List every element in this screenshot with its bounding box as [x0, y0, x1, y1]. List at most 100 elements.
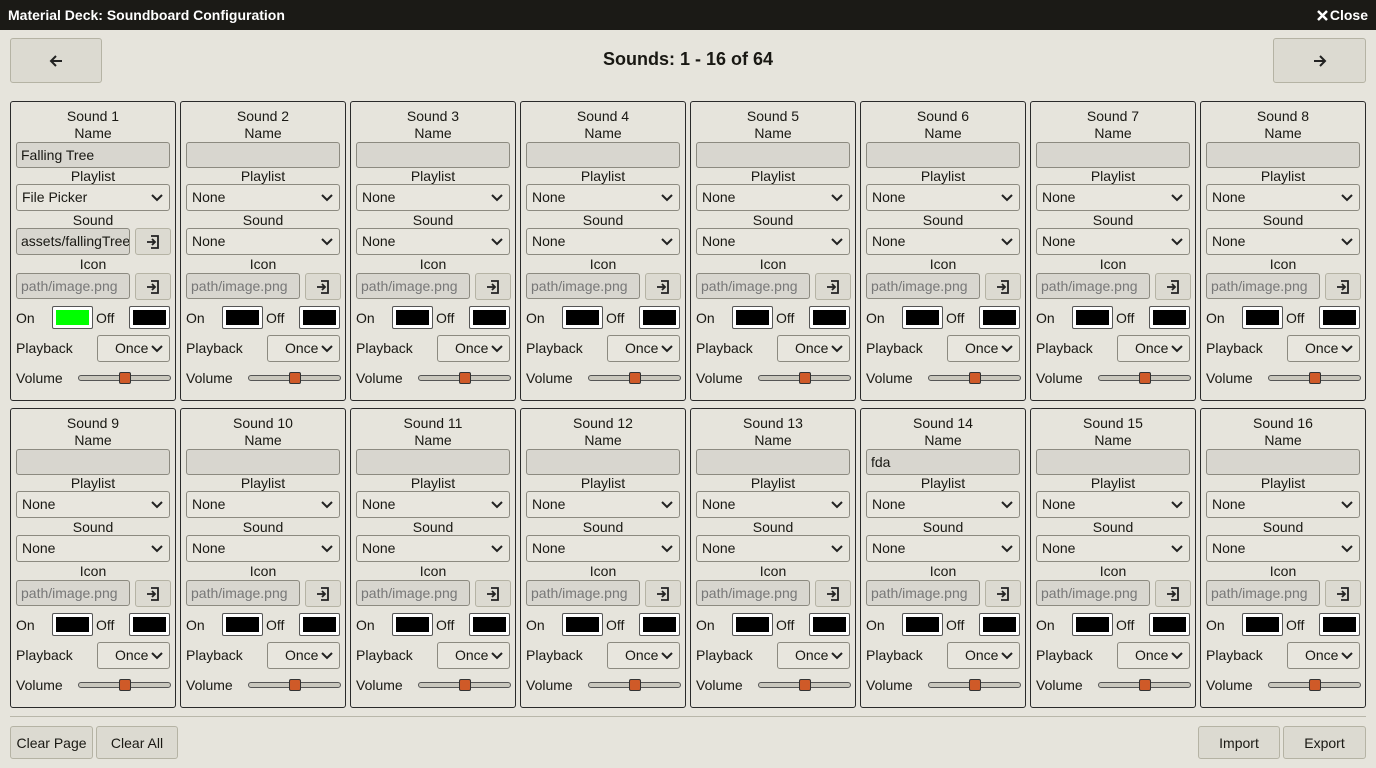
on-color[interactable] — [52, 613, 93, 636]
off-color[interactable] — [809, 613, 850, 636]
on-color[interactable] — [222, 306, 263, 329]
file-picker-button[interactable] — [815, 580, 851, 607]
file-picker-button[interactable] — [135, 273, 171, 300]
on-color[interactable] — [392, 613, 433, 636]
volume-knob[interactable] — [798, 679, 811, 691]
on-color[interactable] — [732, 613, 773, 636]
file-picker-button[interactable] — [135, 580, 171, 607]
name-input[interactable] — [526, 449, 680, 475]
icon-input[interactable]: path/image.png — [866, 273, 980, 299]
icon-input[interactable]: path/image.png — [186, 580, 300, 606]
icon-input[interactable]: path/image.png — [186, 273, 300, 299]
volume-track[interactable] — [928, 682, 1021, 688]
volume-knob[interactable] — [288, 679, 301, 691]
off-color[interactable] — [1149, 613, 1190, 636]
icon-input[interactable]: path/image.png — [696, 273, 810, 299]
volume-track[interactable] — [1098, 682, 1191, 688]
playback-select[interactable]: Once — [437, 642, 510, 669]
file-picker-button[interactable] — [135, 228, 171, 255]
name-input[interactable] — [696, 449, 850, 475]
volume-track[interactable] — [1268, 682, 1361, 688]
off-color[interactable] — [299, 613, 340, 636]
volume-track[interactable] — [588, 682, 681, 688]
icon-input[interactable]: path/image.png — [866, 580, 980, 606]
playlist-select[interactable]: None — [866, 491, 1020, 518]
sound-select[interactable]: None — [356, 228, 510, 255]
file-picker-button[interactable] — [305, 273, 341, 300]
off-color[interactable] — [639, 613, 680, 636]
file-picker-button[interactable] — [1325, 273, 1361, 300]
file-picker-button[interactable] — [985, 580, 1021, 607]
volume-knob[interactable] — [288, 372, 301, 384]
name-input[interactable] — [866, 142, 1020, 168]
off-color[interactable] — [809, 306, 850, 329]
volume-track[interactable] — [418, 682, 511, 688]
off-color[interactable] — [979, 306, 1020, 329]
sound-select[interactable]: None — [186, 228, 340, 255]
sound-select[interactable]: None — [1036, 535, 1190, 562]
on-color[interactable] — [222, 613, 263, 636]
sound-select[interactable]: None — [866, 535, 1020, 562]
sound-select[interactable]: None — [1206, 535, 1360, 562]
playlist-select[interactable]: None — [16, 491, 170, 518]
icon-input[interactable]: path/image.png — [16, 580, 130, 606]
on-color[interactable] — [1242, 306, 1283, 329]
sound-select[interactable]: None — [356, 535, 510, 562]
playback-select[interactable]: Once — [607, 335, 680, 362]
volume-knob[interactable] — [458, 372, 471, 384]
playback-select[interactable]: Once — [97, 642, 170, 669]
name-input[interactable] — [356, 449, 510, 475]
volume-track[interactable] — [1098, 375, 1191, 381]
playback-select[interactable]: Once — [97, 335, 170, 362]
name-input[interactable] — [1206, 449, 1360, 475]
sound-select[interactable]: None — [1206, 228, 1360, 255]
playback-select[interactable]: Once — [267, 642, 340, 669]
name-input[interactable] — [1036, 449, 1190, 475]
name-input[interactable] — [1036, 142, 1190, 168]
name-input[interactable] — [696, 142, 850, 168]
name-input[interactable] — [1206, 142, 1360, 168]
volume-track[interactable] — [248, 682, 341, 688]
playlist-select[interactable]: File Picker — [16, 184, 170, 211]
prev-button[interactable] — [10, 38, 102, 83]
off-color[interactable] — [129, 613, 170, 636]
file-picker-button[interactable] — [475, 273, 511, 300]
icon-input[interactable]: path/image.png — [1036, 580, 1150, 606]
sound-select[interactable]: None — [696, 535, 850, 562]
playlist-select[interactable]: None — [1206, 184, 1360, 211]
playback-select[interactable]: Once — [607, 642, 680, 669]
icon-input[interactable]: path/image.png — [1206, 580, 1320, 606]
sound-select[interactable]: None — [866, 228, 1020, 255]
playback-select[interactable]: Once — [1117, 335, 1190, 362]
on-color[interactable] — [562, 306, 603, 329]
file-picker-button[interactable] — [1155, 273, 1191, 300]
sound-select[interactable]: None — [696, 228, 850, 255]
clear-all-button[interactable]: Clear All — [96, 726, 178, 759]
volume-knob[interactable] — [1138, 679, 1151, 691]
sound-select[interactable]: None — [526, 228, 680, 255]
playlist-select[interactable]: None — [526, 491, 680, 518]
volume-knob[interactable] — [118, 679, 131, 691]
volume-knob[interactable] — [628, 679, 641, 691]
playlist-select[interactable]: None — [356, 184, 510, 211]
volume-track[interactable] — [418, 375, 511, 381]
close-button[interactable]: Close — [1316, 7, 1368, 23]
volume-track[interactable] — [78, 682, 171, 688]
volume-knob[interactable] — [798, 372, 811, 384]
off-color[interactable] — [639, 306, 680, 329]
export-button[interactable]: Export — [1283, 726, 1366, 759]
off-color[interactable] — [1149, 306, 1190, 329]
name-input[interactable] — [526, 142, 680, 168]
playback-select[interactable]: Once — [777, 642, 850, 669]
playback-select[interactable]: Once — [1287, 642, 1360, 669]
name-input[interactable] — [186, 142, 340, 168]
on-color[interactable] — [732, 306, 773, 329]
volume-track[interactable] — [588, 375, 681, 381]
name-input[interactable] — [356, 142, 510, 168]
playback-select[interactable]: Once — [777, 335, 850, 362]
file-picker-button[interactable] — [1155, 580, 1191, 607]
volume-track[interactable] — [1268, 375, 1361, 381]
volume-knob[interactable] — [968, 372, 981, 384]
next-button[interactable] — [1273, 38, 1366, 83]
off-color[interactable] — [469, 613, 510, 636]
